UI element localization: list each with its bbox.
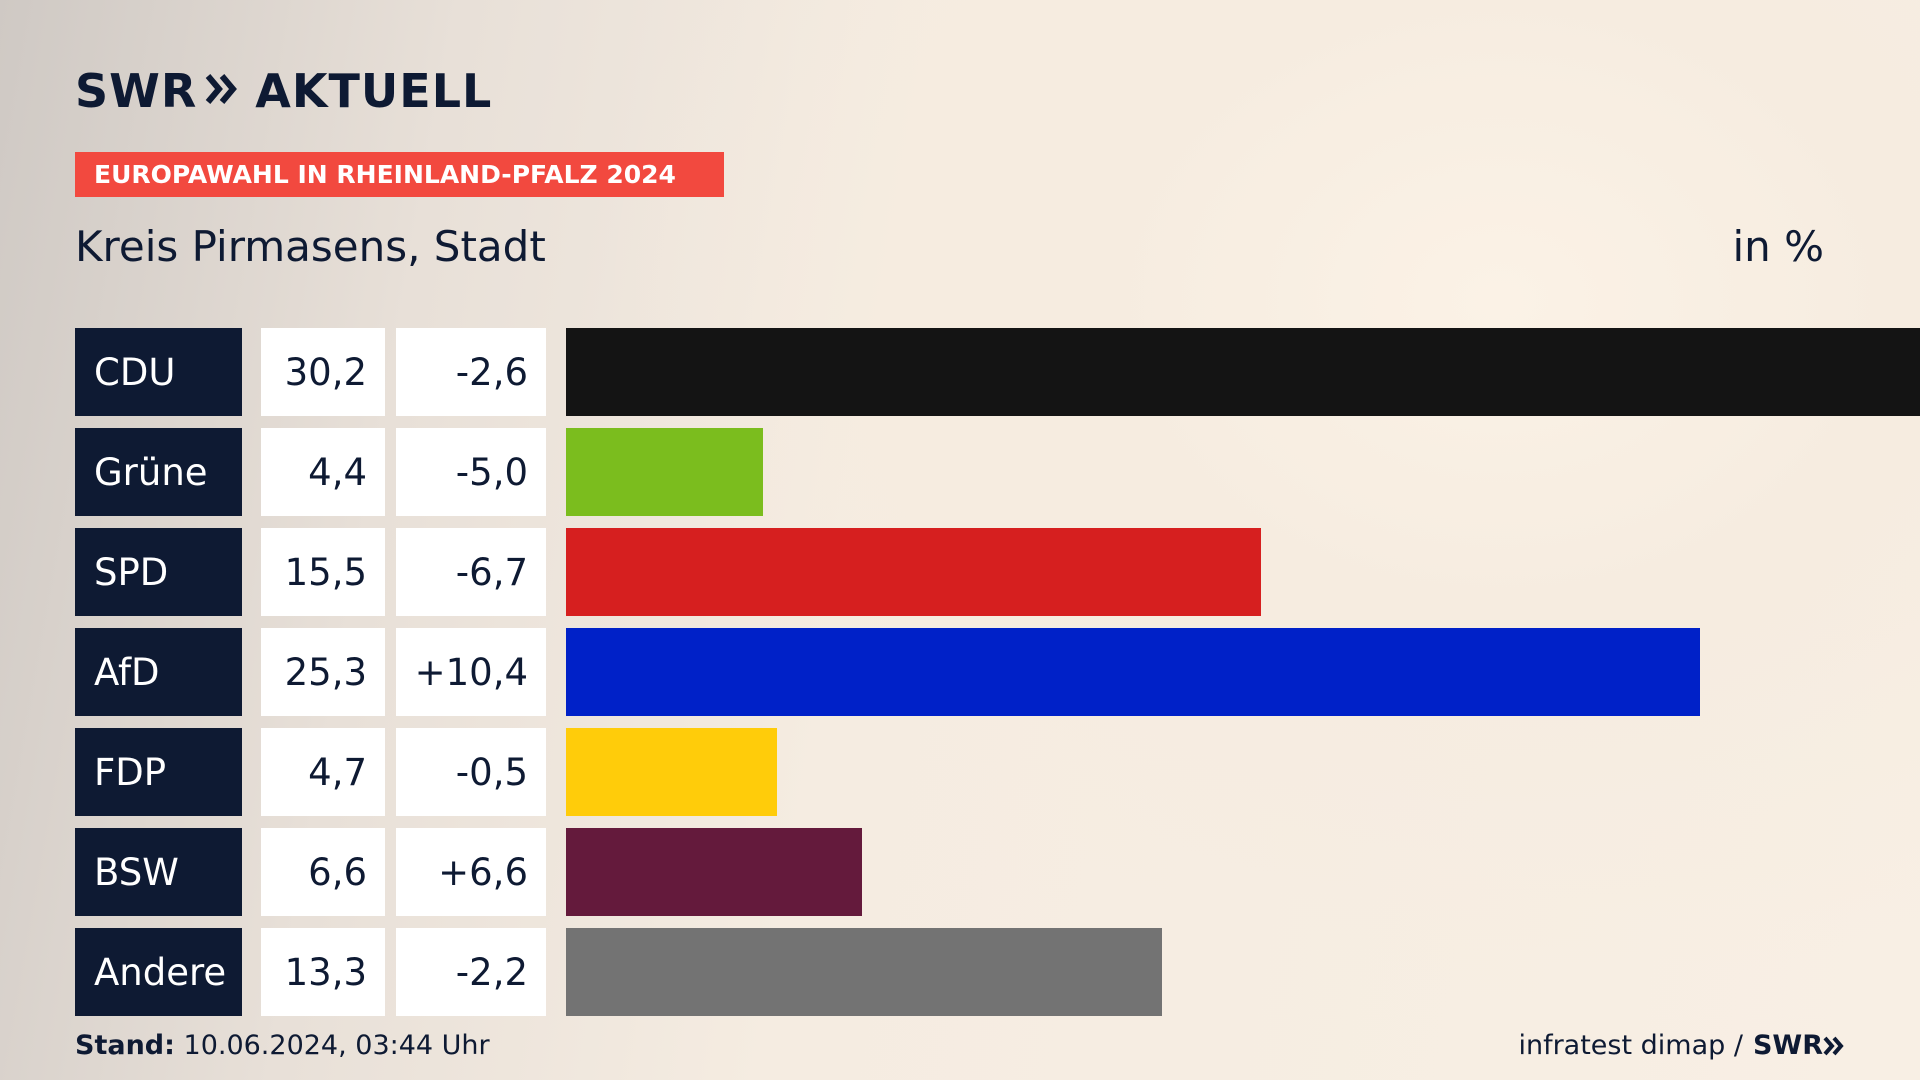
footer-swr-logo: SWR: [1753, 1030, 1845, 1061]
vote-share-value: 4,4: [261, 428, 385, 516]
party-label: SPD: [75, 528, 242, 616]
result-bar: [566, 428, 763, 516]
footer-chevron-icon: [1823, 1036, 1844, 1055]
vote-share-value: 30,2: [261, 328, 385, 416]
result-bar: [566, 828, 862, 916]
logo-swr-text: SWR: [75, 64, 198, 118]
vote-change-value: +10,4: [396, 628, 546, 716]
party-label: BSW: [75, 828, 242, 916]
unit-label: in %: [1732, 222, 1824, 271]
stand-label: Stand:: [75, 1030, 175, 1061]
vote-change-value: +6,6: [396, 828, 546, 916]
party-label: Grüne: [75, 428, 242, 516]
timestamp: Stand: 10.06.2024, 03:44 Uhr: [75, 1030, 490, 1061]
result-row: Andere 13,3 -2,2: [75, 928, 1845, 1016]
topic-banner: EUROPAWAHL IN RHEINLAND-PFALZ 2024: [75, 152, 724, 197]
result-bar: [566, 528, 1261, 616]
result-row: SPD 15,5 -6,7: [75, 528, 1845, 616]
vote-share-value: 13,3: [261, 928, 385, 1016]
result-bar: [566, 928, 1162, 1016]
result-row: CDU 30,2 -2,6: [75, 328, 1920, 416]
vote-change-value: -2,6: [396, 328, 546, 416]
vote-share-value: 25,3: [261, 628, 385, 716]
result-bar: [566, 728, 777, 816]
party-label: FDP: [75, 728, 242, 816]
result-bar: [566, 328, 1920, 416]
vote-change-value: -5,0: [396, 428, 546, 516]
vote-share-value: 6,6: [261, 828, 385, 916]
vote-share-value: 4,7: [261, 728, 385, 816]
double-chevron-icon: [205, 72, 239, 110]
result-row: FDP 4,7 -0,5: [75, 728, 1845, 816]
source-text: infratest dimap /: [1518, 1030, 1743, 1061]
result-row: AfD 25,3 +10,4: [75, 628, 1845, 716]
result-row: Grüne 4,4 -5,0: [75, 428, 1845, 516]
vote-change-value: -0,5: [396, 728, 546, 816]
vote-share-value: 15,5: [261, 528, 385, 616]
footer-logo-text: SWR: [1752, 1030, 1823, 1061]
region-title: Kreis Pirmasens, Stadt: [75, 222, 546, 271]
party-label: Andere: [75, 928, 242, 1016]
result-row: BSW 6,6 +6,6: [75, 828, 1845, 916]
source-credit: infratest dimap / SWR: [1518, 1030, 1845, 1061]
stand-value: 10.06.2024, 03:44 Uhr: [183, 1030, 490, 1061]
result-bar: [566, 628, 1700, 716]
vote-change-value: -2,2: [396, 928, 546, 1016]
logo-aktuell-text: AKTUELL: [255, 64, 493, 118]
party-label: AfD: [75, 628, 242, 716]
vote-change-value: -6,7: [396, 528, 546, 616]
party-label: CDU: [75, 328, 242, 416]
swr-aktuell-logo: SWR AKTUELL: [75, 66, 492, 116]
